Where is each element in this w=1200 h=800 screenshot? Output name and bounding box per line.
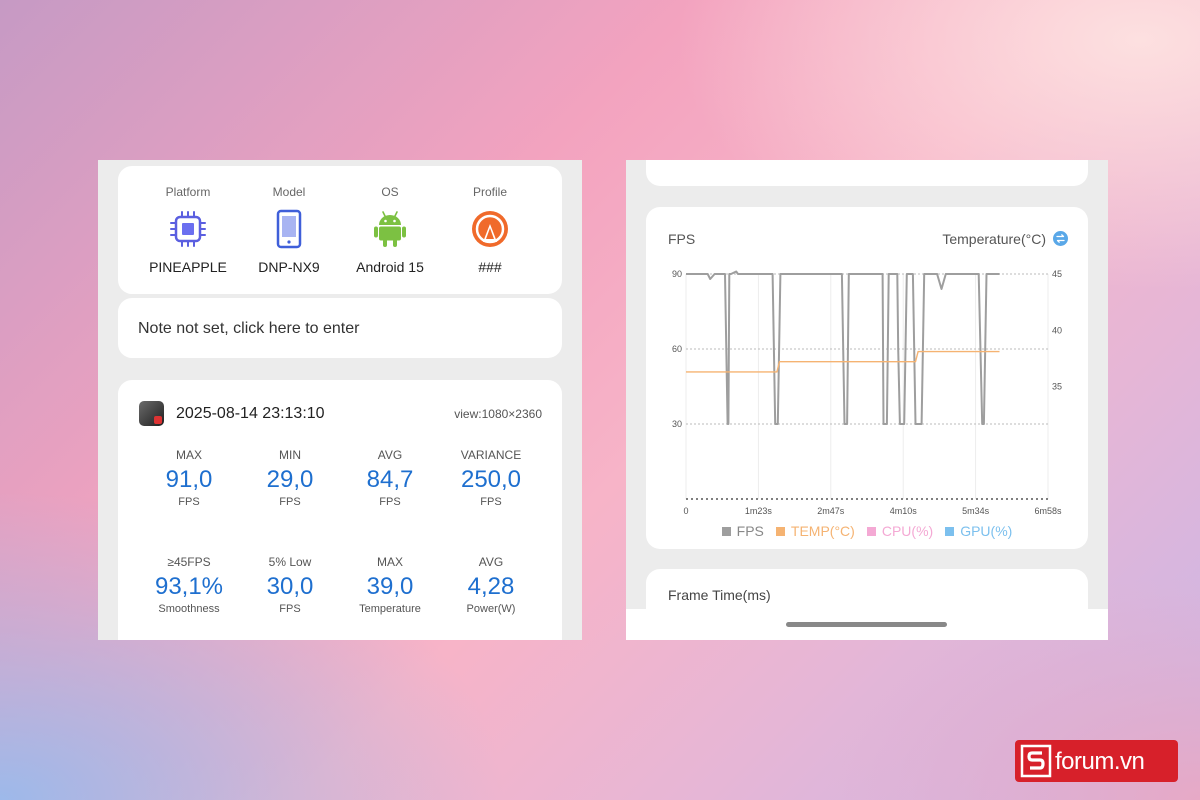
stat-value: 84,7 (366, 466, 414, 493)
x-tick-label: 0 (683, 506, 688, 516)
stat-unit: Temperature (359, 603, 421, 615)
stat-unit: FPS (279, 496, 301, 508)
y-right-tick-label: 40 (1052, 325, 1062, 335)
chart-legend: FPS TEMP(°C) CPU(%) GPU(%) (646, 523, 1088, 539)
stat-max-fps: MAX 91,0 FPS (139, 448, 239, 508)
x-tick-label: 2m47s (817, 506, 845, 516)
stat-avg-power: AVG 4,28 Power(W) (441, 555, 541, 615)
stat-value: 250,0 (460, 466, 522, 493)
stat-unit: FPS (279, 603, 301, 615)
game-thumbnail (139, 401, 164, 426)
stat-value: 39,0 (366, 573, 414, 600)
fps-series-line (686, 270, 1000, 425)
fps-chart-card: FPS Temperature(°C) 0 1m23s 2m47s 4m10s 5m34… (646, 207, 1088, 549)
forum-logo-icon (1020, 744, 1052, 778)
stat-label: 5% Low (268, 555, 312, 569)
frame-time-title: Frame Time(ms) (668, 587, 771, 603)
stat-label: VARIANCE (460, 448, 522, 462)
profile-value: ### (478, 259, 502, 275)
stat-unit: Power(W) (466, 603, 516, 615)
model-value: DNP-NX9 (258, 259, 320, 275)
swap-axis-icon[interactable] (1053, 231, 1068, 246)
site-watermark: forum.vn (1015, 740, 1178, 782)
legend-item[interactable]: TEMP(°C) (775, 523, 855, 539)
y-left-tick-label: 60 (672, 344, 682, 354)
legend-label: GPU(%) (960, 523, 1013, 539)
legend-swatch (775, 527, 785, 536)
fps-line-chart: 0 1m23s 2m47s 4m10s 5m34s 6m58s 90 60 30 45 40 35 (672, 269, 1062, 516)
previous-card (646, 160, 1088, 186)
x-tick-label: 6m58s (1034, 506, 1062, 516)
stat-unit: Smoothness (158, 603, 220, 615)
phone-icon (269, 209, 309, 249)
device-info-card: Platform PINEAPPLE Model (118, 166, 562, 294)
view-resolution: view:1080×2360 (454, 407, 542, 421)
x-tick-label: 1m23s (745, 506, 773, 516)
chart-title-right: Temperature(°C) (942, 231, 1046, 247)
os-value: Android 15 (356, 259, 424, 275)
chart-title-left: FPS (668, 231, 696, 247)
stat-value: 91,0 (165, 466, 213, 493)
android-icon (370, 209, 410, 249)
chip-icon (168, 209, 208, 249)
stat-value: 29,0 (266, 466, 314, 493)
legend-label: TEMP(°C) (790, 523, 855, 539)
platform-info: Platform PINEAPPLE (138, 166, 238, 275)
legend-label: CPU(%) (881, 523, 934, 539)
legend-swatch (866, 527, 876, 536)
stat-unit: FPS (178, 496, 200, 508)
stat-label: AVG (478, 555, 504, 569)
performance-summary-panel: Platform PINEAPPLE Model (98, 160, 582, 640)
model-label: Model (272, 185, 306, 199)
profile-info: Profile ### (440, 166, 540, 275)
note-entry-button[interactable]: Note not set, click here to enter (118, 298, 562, 358)
watermark-text: forum.vn (1055, 748, 1145, 775)
platform-value: PINEAPPLE (149, 259, 227, 275)
model-info: Model DNP-NX9 (239, 166, 339, 275)
stat-unit: FPS (480, 496, 502, 508)
profile-label: Profile (472, 185, 507, 199)
stat-label: ≥45FPS (167, 555, 211, 569)
stat-label: MIN (279, 448, 301, 462)
stat-value: 93,1% (154, 573, 224, 600)
stat-min-fps: MIN 29,0 FPS (240, 448, 340, 508)
os-label: OS (381, 185, 399, 199)
x-tick-label: 4m10s (890, 506, 918, 516)
bottom-navigation-bar (626, 609, 1108, 640)
stat-avg-fps: AVG 84,7 FPS (340, 448, 440, 508)
y-right-tick-label: 45 (1052, 269, 1062, 279)
profile-icon (470, 209, 510, 249)
legend-item[interactable]: FPS (721, 523, 764, 539)
y-left-tick-label: 30 (672, 419, 682, 429)
legend-item[interactable]: CPU(%) (866, 523, 934, 539)
session-summary-card: 2025-08-14 23:13:10 view:1080×2360 MAX 9… (118, 380, 562, 640)
temp-series-line (686, 350, 1000, 373)
legend-swatch (945, 527, 955, 536)
y-left-tick-label: 90 (672, 269, 682, 279)
stat-label: AVG (377, 448, 403, 462)
os-info: OS Android 15 (340, 166, 440, 275)
fps-chart-panel: FPS Temperature(°C) 0 1m23s 2m47s 4m10s 5m34… (626, 160, 1108, 640)
session-timestamp: 2025-08-14 23:13:10 (176, 405, 325, 422)
stat-smoothness: ≥45FPS 93,1% Smoothness (139, 555, 239, 615)
stat-label: MAX (376, 555, 403, 569)
stat-variance-fps: VARIANCE 250,0 FPS (441, 448, 541, 508)
stat-5-percent-low: 5% Low 30,0 FPS (240, 555, 340, 615)
stat-unit: FPS (379, 496, 401, 508)
note-text: Note not set, click here to enter (138, 320, 360, 337)
y-right-tick-label: 35 (1052, 382, 1062, 392)
stat-value: 30,0 (266, 573, 314, 600)
platform-label: Platform (165, 185, 211, 199)
x-tick-label: 5m34s (962, 506, 990, 516)
stat-label: MAX (175, 448, 202, 462)
stat-value: 4,28 (467, 573, 515, 600)
legend-item[interactable]: GPU(%) (945, 523, 1012, 539)
home-indicator[interactable] (786, 622, 947, 627)
legend-swatch (721, 527, 731, 536)
stat-max-temperature: MAX 39,0 Temperature (340, 555, 440, 615)
legend-label: FPS (736, 523, 764, 539)
